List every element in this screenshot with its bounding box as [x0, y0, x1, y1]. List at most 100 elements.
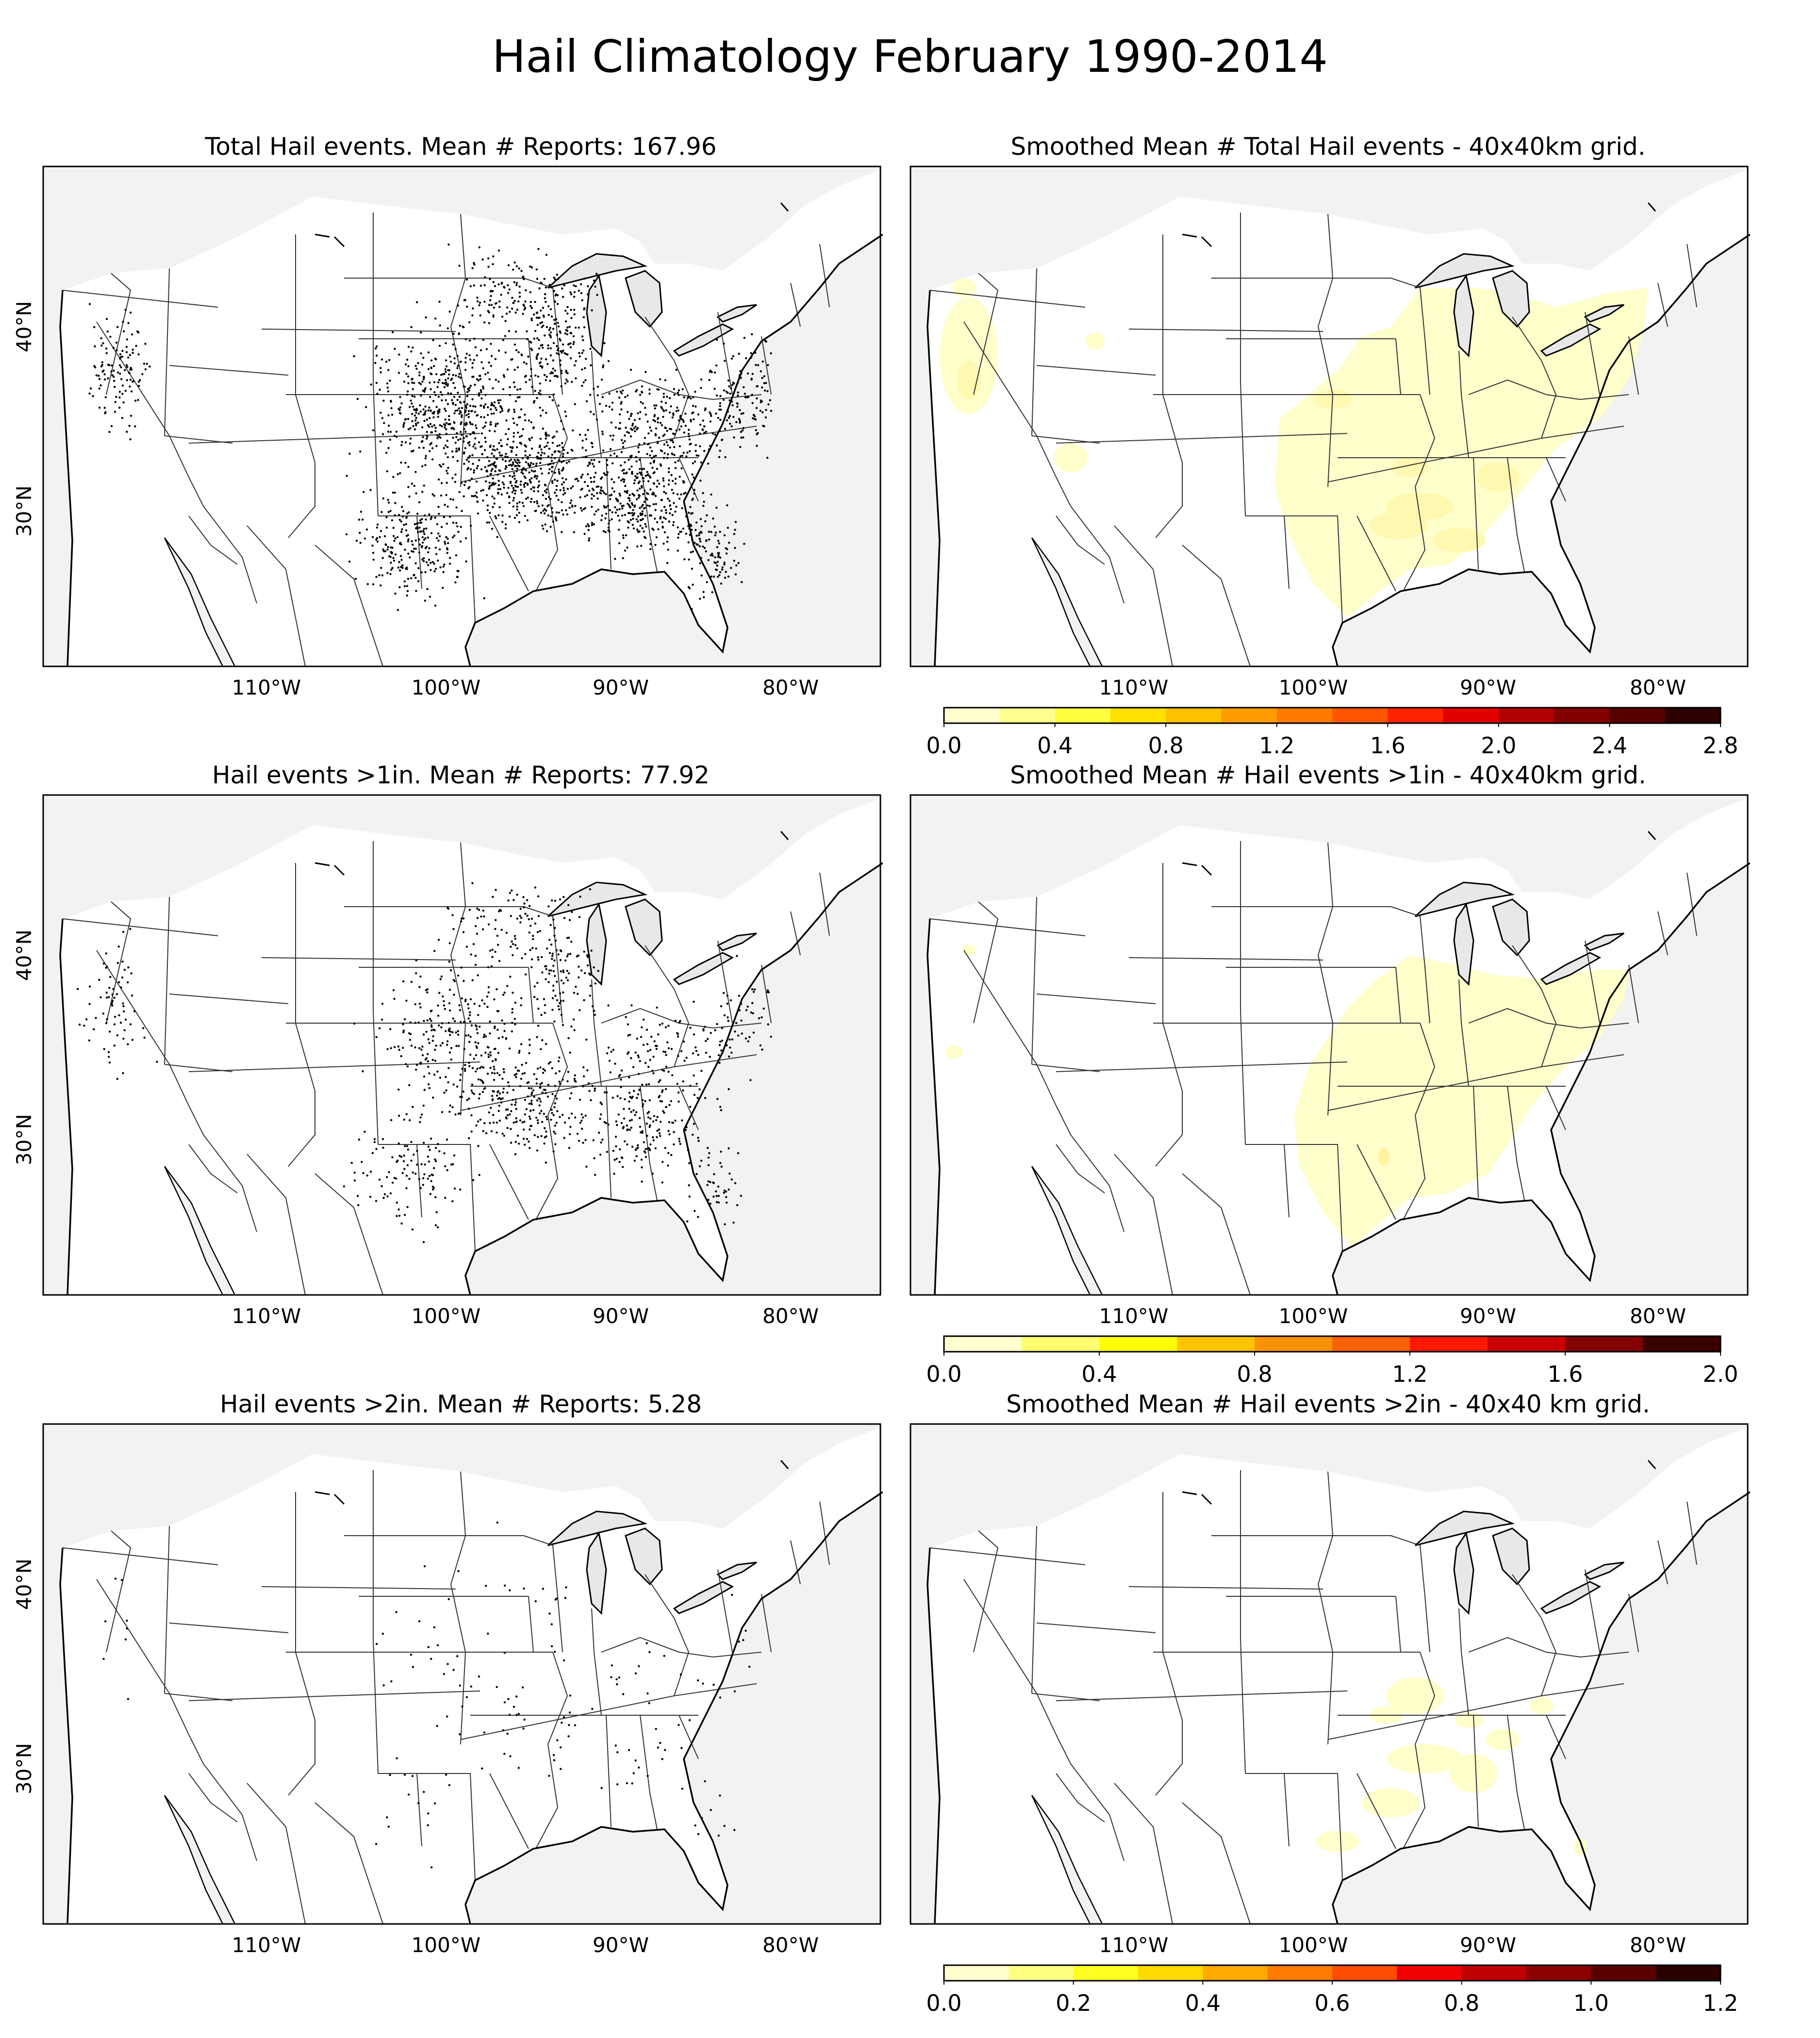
hail-report-dot: [599, 489, 602, 492]
hail-report-dot: [683, 396, 685, 398]
hail-report-dot: [685, 1057, 688, 1059]
hail-report-dot: [550, 1623, 553, 1625]
hail-report-dot: [496, 934, 499, 937]
hail-report-dot: [645, 1122, 648, 1125]
hail-report-dot: [570, 293, 573, 296]
coastline: [927, 862, 1750, 1295]
hail-report-dot: [728, 414, 731, 417]
hail-report-dot: [662, 542, 665, 545]
hail-report-dot: [611, 1664, 613, 1667]
hail-report-dot: [566, 955, 568, 958]
hail-report-dot: [125, 346, 128, 348]
hail-report-dot: [372, 583, 375, 586]
hail-report-dot: [508, 502, 511, 504]
hail-report-dot: [437, 381, 440, 383]
map-gt2-reports: 110°W 100°W 90°W 80°W: [42, 1423, 883, 1957]
hail-report-dot: [546, 505, 549, 508]
hail-report-dot: [513, 411, 516, 413]
hail-report-dot: [649, 454, 651, 457]
state-border-line: [1056, 1773, 1105, 1823]
hail-report-dot: [554, 1102, 556, 1105]
hail-report-dot: [420, 394, 422, 397]
hail-report-dot: [478, 1005, 481, 1007]
hail-report-dot: [593, 1010, 596, 1012]
hail-report-dot: [412, 1171, 414, 1174]
hail-report-dot: [433, 1626, 435, 1629]
hail-report-dot: [524, 450, 527, 452]
hail-report-dot: [638, 495, 641, 497]
hail-report-dot: [429, 443, 431, 446]
hail-report-dot: [400, 530, 403, 533]
hail-report-dot: [428, 426, 430, 428]
hail-report-dot: [630, 413, 633, 415]
hail-report-dot: [695, 534, 698, 537]
hail-report-dot: [109, 976, 112, 978]
state-border-line: [535, 1023, 568, 1220]
hail-report-dot: [496, 448, 498, 450]
hail-report-dot: [487, 464, 490, 467]
hail-report-dot: [485, 469, 488, 472]
hail-report-dot: [571, 505, 574, 508]
hail-report-dot: [651, 450, 653, 452]
hail-report-dot: [463, 385, 465, 388]
hail-report-dot: [523, 1587, 525, 1590]
hail-report-dot: [426, 418, 428, 421]
hail-report-dot: [596, 394, 599, 397]
colorbar-tick-label: 0.0: [926, 1361, 961, 1387]
hail-report-dot: [741, 1032, 743, 1035]
state-border-line: [96, 321, 189, 478]
hail-report-dot: [676, 406, 678, 409]
state-border-line: [1473, 1086, 1479, 1198]
hail-report-dot: [376, 523, 379, 526]
hail-report-dot: [703, 547, 706, 549]
hail-report-dot: [593, 279, 596, 282]
hail-report-dot: [635, 1111, 638, 1113]
hail-report-dot: [751, 988, 754, 991]
hail-report-dot: [429, 1193, 432, 1195]
hail-report-dot: [473, 337, 476, 340]
hail-report-dot: [527, 457, 529, 460]
hail-report-dot: [461, 510, 463, 512]
hail-report-dot: [542, 307, 545, 309]
hail-report-dot: [530, 421, 532, 424]
hail-report-dot: [464, 1064, 466, 1066]
hail-report-dot: [568, 972, 570, 975]
hail-report-dot: [568, 460, 570, 463]
hail-report-dot: [738, 1640, 740, 1643]
hail-report-dot: [703, 431, 706, 434]
hail-report-dot: [503, 286, 506, 289]
state-border-line: [489, 1144, 529, 1220]
hail-report-dot: [425, 455, 427, 457]
colorbar-tick-label: 0.0: [926, 732, 961, 759]
hail-report-dot: [538, 484, 540, 487]
hail-report-dot: [105, 952, 107, 955]
hail-report-dot: [642, 480, 645, 482]
hail-report-dot: [434, 1060, 437, 1062]
hail-report-dot: [551, 955, 554, 957]
contour-level-1: [945, 1045, 963, 1059]
hail-report-dot: [551, 997, 554, 999]
hail-report-dot: [546, 445, 548, 447]
hail-report-dot: [461, 997, 463, 1000]
hail-report-dot: [427, 1177, 429, 1180]
hail-report-dot: [574, 505, 577, 507]
hail-report-dot: [528, 931, 530, 934]
hail-report-dot: [386, 470, 388, 473]
hail-report-dot: [487, 966, 490, 968]
hail-report-dot: [492, 477, 494, 480]
hail-report-dot: [473, 359, 475, 361]
hail-report-dot: [407, 465, 410, 468]
hail-report-dot: [403, 1168, 406, 1170]
hail-report-dot: [680, 1050, 683, 1052]
coast-detail: [314, 862, 330, 866]
hail-report-dot: [465, 435, 467, 438]
state-border-line: [528, 967, 534, 1024]
hail-report-dot: [494, 1072, 496, 1075]
hail-report-dot: [533, 337, 535, 340]
hail-report-dot: [420, 1048, 423, 1051]
hail-report-dot: [554, 1132, 557, 1135]
hail-report-dot: [536, 1067, 539, 1070]
hail-report-dot: [454, 581, 457, 584]
hail-report-dot: [416, 528, 419, 530]
hail-report-dot: [469, 421, 471, 423]
